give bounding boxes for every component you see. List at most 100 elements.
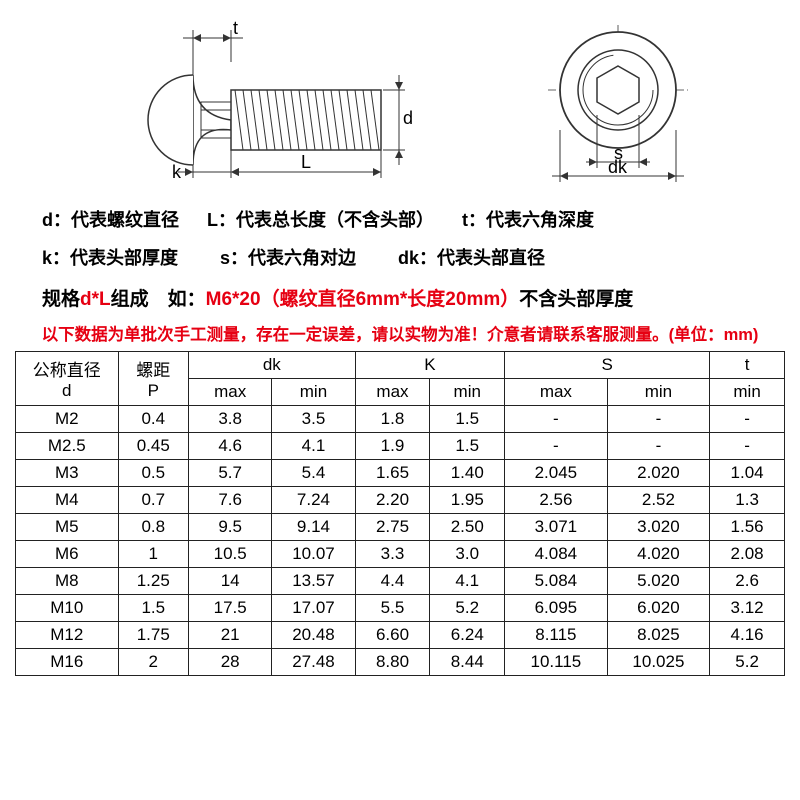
cell-s_min: -	[607, 406, 710, 433]
page-container: t	[0, 0, 800, 800]
cell-d: M2	[16, 406, 119, 433]
cell-s_max: 2.045	[505, 460, 608, 487]
cell-s_max: 5.084	[505, 568, 608, 595]
cell-s_min: 2.52	[607, 487, 710, 514]
table-row: M20.43.83.51.81.5---	[16, 406, 785, 433]
cell-s_max: -	[505, 406, 608, 433]
spec-dl: d*L	[80, 289, 111, 310]
table-row: M101.517.517.075.55.26.0956.0203.12	[16, 595, 785, 622]
cell-s_min: -	[607, 433, 710, 460]
cell-s_min: 3.020	[607, 514, 710, 541]
cell-dk_min: 17.07	[272, 595, 355, 622]
cell-t_min: 2.6	[710, 568, 785, 595]
cell-k_min: 4.1	[430, 568, 505, 595]
cell-k_max: 1.8	[355, 406, 430, 433]
cell-k_max: 6.60	[355, 622, 430, 649]
cell-dk_min: 10.07	[272, 541, 355, 568]
cell-k_max: 1.65	[355, 460, 430, 487]
cell-k_max: 1.9	[355, 433, 430, 460]
cell-t_min: 1.56	[710, 514, 785, 541]
label-dk: dk	[608, 157, 628, 177]
cell-dk_max: 14	[189, 568, 272, 595]
cell-p: 2	[118, 649, 188, 676]
legend-d: d：代表螺纹直径	[42, 206, 179, 232]
th-t-min: min	[710, 379, 785, 406]
th-d: 公称直径 d	[16, 352, 119, 406]
cell-dk_max: 3.8	[189, 406, 272, 433]
cell-d: M2.5	[16, 433, 119, 460]
label-L: L	[301, 152, 311, 172]
spec-prefix: 规格	[42, 289, 80, 310]
cell-s_max: 4.084	[505, 541, 608, 568]
cell-p: 1.25	[118, 568, 188, 595]
notice-text: 以下数据为单批次手工测量，存在一定误差，请以实物为准！介意者请联系客服测量。(单…	[0, 321, 800, 345]
cell-p: 0.4	[118, 406, 188, 433]
cell-k_max: 8.80	[355, 649, 430, 676]
cell-k_min: 3.0	[430, 541, 505, 568]
cell-k_max: 3.3	[355, 541, 430, 568]
cell-k_min: 6.24	[430, 622, 505, 649]
legend-row-2: k：代表头部厚度 s：代表六角对边 dk：代表头部直径	[42, 244, 758, 270]
table-row: M1622827.488.808.4410.11510.0255.2	[16, 649, 785, 676]
table-body: M20.43.83.51.81.5---M2.50.454.64.11.91.5…	[16, 406, 785, 676]
cell-k_max: 2.20	[355, 487, 430, 514]
cell-p: 1	[118, 541, 188, 568]
cell-p: 0.5	[118, 460, 188, 487]
cell-s_max: 8.115	[505, 622, 608, 649]
table-row: M6110.510.073.33.04.0844.0202.08	[16, 541, 785, 568]
cell-t_min: 4.16	[710, 622, 785, 649]
cell-k_max: 2.75	[355, 514, 430, 541]
cell-dk_max: 10.5	[189, 541, 272, 568]
th-s-min: min	[607, 379, 710, 406]
spec-example: M6*20（螺纹直径6mm*长度20mm）	[206, 289, 520, 310]
cell-k_min: 2.50	[430, 514, 505, 541]
cell-s_max: 2.56	[505, 487, 608, 514]
cell-dk_max: 7.6	[189, 487, 272, 514]
cell-k_max: 5.5	[355, 595, 430, 622]
cell-s_min: 5.020	[607, 568, 710, 595]
th-t: t	[710, 352, 785, 379]
cell-dk_min: 9.14	[272, 514, 355, 541]
cell-dk_max: 21	[189, 622, 272, 649]
cell-s_max: 6.095	[505, 595, 608, 622]
screw-side-view: t	[83, 20, 413, 180]
cell-d: M3	[16, 460, 119, 487]
legend-t: t：代表六角深度	[462, 206, 594, 232]
legend-s: s：代表六角对边	[220, 244, 356, 270]
table-head: 公称直径 d 螺距 P dk K S t max min max min max…	[16, 352, 785, 406]
th-K: K	[355, 352, 505, 379]
label-d: d	[403, 108, 413, 128]
cell-dk_max: 4.6	[189, 433, 272, 460]
th-dk: dk	[189, 352, 356, 379]
cell-p: 0.8	[118, 514, 188, 541]
cell-d: M8	[16, 568, 119, 595]
cell-d: M4	[16, 487, 119, 514]
cell-k_min: 1.5	[430, 433, 505, 460]
cell-s_min: 6.020	[607, 595, 710, 622]
th-dk-min: min	[272, 379, 355, 406]
cell-p: 1.75	[118, 622, 188, 649]
table-row: M81.251413.574.44.15.0845.0202.6	[16, 568, 785, 595]
spec-mid: 组成 如：	[111, 289, 206, 310]
th-s-max: max	[505, 379, 608, 406]
table-row: M30.55.75.41.651.402.0452.0201.04	[16, 460, 785, 487]
diagram-row: t	[0, 0, 800, 190]
cell-dk_max: 17.5	[189, 595, 272, 622]
cell-p: 0.45	[118, 433, 188, 460]
screw-top-view: s dk	[518, 20, 718, 180]
cell-k_max: 4.4	[355, 568, 430, 595]
cell-k_min: 1.95	[430, 487, 505, 514]
cell-s_min: 8.025	[607, 622, 710, 649]
cell-t_min: -	[710, 406, 785, 433]
cell-dk_min: 5.4	[272, 460, 355, 487]
cell-d: M5	[16, 514, 119, 541]
cell-k_min: 1.40	[430, 460, 505, 487]
cell-dk_max: 28	[189, 649, 272, 676]
th-k-max: max	[355, 379, 430, 406]
table-row: M50.89.59.142.752.503.0713.0201.56	[16, 514, 785, 541]
cell-dk_min: 13.57	[272, 568, 355, 595]
cell-t_min: 1.3	[710, 487, 785, 514]
table-row: M121.752120.486.606.248.1158.0254.16	[16, 622, 785, 649]
cell-s_max: 10.115	[505, 649, 608, 676]
table-row: M40.77.67.242.201.952.562.521.3	[16, 487, 785, 514]
